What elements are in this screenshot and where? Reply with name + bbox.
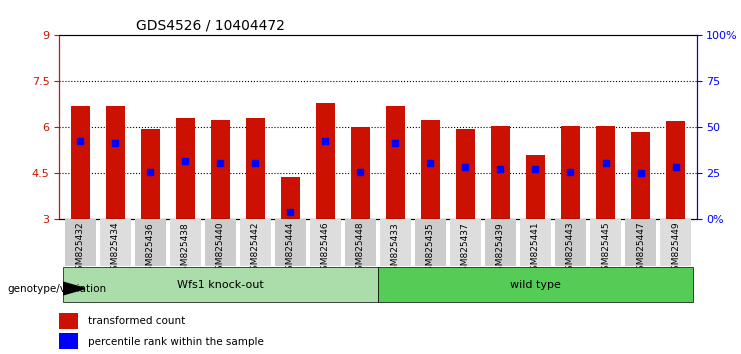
Bar — [491, 126, 510, 219]
FancyBboxPatch shape — [239, 219, 271, 266]
Text: GSM825436: GSM825436 — [146, 222, 155, 276]
Text: GSM825449: GSM825449 — [671, 222, 680, 276]
Text: percentile rank within the sample: percentile rank within the sample — [88, 337, 264, 347]
FancyBboxPatch shape — [135, 219, 166, 266]
Text: GSM825432: GSM825432 — [76, 222, 84, 276]
Bar — [106, 106, 125, 219]
Bar — [631, 132, 650, 219]
FancyBboxPatch shape — [485, 219, 516, 266]
FancyBboxPatch shape — [99, 219, 131, 266]
Bar — [386, 106, 405, 219]
Bar — [141, 129, 160, 219]
FancyBboxPatch shape — [555, 219, 586, 266]
Text: GSM825444: GSM825444 — [286, 222, 295, 276]
FancyBboxPatch shape — [310, 219, 341, 266]
Text: GSM825441: GSM825441 — [531, 222, 540, 276]
Text: GSM825433: GSM825433 — [391, 222, 400, 276]
FancyBboxPatch shape — [379, 219, 411, 266]
Bar — [456, 129, 475, 219]
FancyBboxPatch shape — [170, 219, 201, 266]
Text: GSM825446: GSM825446 — [321, 222, 330, 276]
Text: GSM825443: GSM825443 — [566, 222, 575, 276]
Bar — [316, 103, 335, 219]
Bar — [350, 127, 370, 219]
Text: GSM825445: GSM825445 — [601, 222, 610, 276]
Bar — [176, 118, 195, 219]
Bar — [596, 126, 615, 219]
Text: wild type: wild type — [510, 280, 561, 290]
Bar — [421, 120, 440, 219]
Bar — [526, 155, 545, 219]
Text: GDS4526 / 10404472: GDS4526 / 10404472 — [136, 19, 285, 33]
Bar — [561, 126, 580, 219]
Bar — [246, 118, 265, 219]
Bar — [59, 333, 79, 349]
Bar — [281, 177, 300, 219]
FancyBboxPatch shape — [275, 219, 306, 266]
Text: GSM825437: GSM825437 — [461, 222, 470, 276]
FancyBboxPatch shape — [415, 219, 446, 266]
Text: GSM825439: GSM825439 — [496, 222, 505, 276]
FancyBboxPatch shape — [519, 219, 551, 266]
Bar — [70, 106, 90, 219]
FancyBboxPatch shape — [378, 268, 693, 302]
FancyBboxPatch shape — [64, 219, 96, 266]
Polygon shape — [63, 282, 85, 295]
FancyBboxPatch shape — [659, 219, 691, 266]
Text: GSM825434: GSM825434 — [111, 222, 120, 276]
Bar — [666, 121, 685, 219]
FancyBboxPatch shape — [450, 219, 481, 266]
Text: GSM825435: GSM825435 — [426, 222, 435, 276]
Text: GSM825438: GSM825438 — [181, 222, 190, 276]
FancyBboxPatch shape — [625, 219, 657, 266]
FancyBboxPatch shape — [63, 268, 378, 302]
Text: GSM825440: GSM825440 — [216, 222, 225, 276]
Bar — [59, 313, 79, 329]
Text: GSM825447: GSM825447 — [636, 222, 645, 276]
Text: transformed count: transformed count — [88, 316, 185, 326]
FancyBboxPatch shape — [205, 219, 236, 266]
Text: genotype/variation: genotype/variation — [7, 284, 107, 293]
FancyBboxPatch shape — [345, 219, 376, 266]
FancyBboxPatch shape — [590, 219, 621, 266]
Text: GSM825448: GSM825448 — [356, 222, 365, 276]
Text: Wfs1 knock-out: Wfs1 knock-out — [177, 280, 264, 290]
Text: GSM825442: GSM825442 — [251, 222, 260, 276]
Bar — [210, 120, 230, 219]
